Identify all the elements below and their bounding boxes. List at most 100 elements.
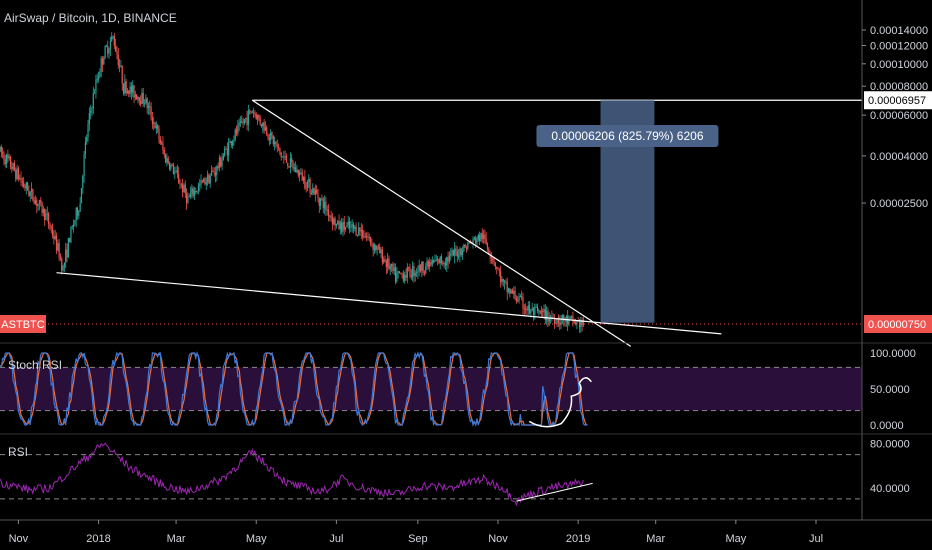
candle xyxy=(295,161,297,173)
candle-body xyxy=(57,243,59,251)
candle-body xyxy=(288,166,290,168)
candle xyxy=(128,90,130,98)
candle xyxy=(230,140,232,149)
candle-body xyxy=(239,121,242,123)
candle xyxy=(26,181,29,191)
candle-body xyxy=(338,220,340,230)
candle-body xyxy=(116,51,118,55)
candle xyxy=(209,173,211,188)
candle-body xyxy=(394,267,397,282)
candle xyxy=(326,205,328,216)
candle-body xyxy=(132,85,134,93)
candle xyxy=(460,248,462,258)
candle-body xyxy=(40,200,42,203)
candle-body xyxy=(431,260,433,265)
candle-body xyxy=(564,320,566,322)
candle xyxy=(440,253,443,265)
candle-body xyxy=(565,316,567,322)
candle xyxy=(490,252,493,264)
candle-body xyxy=(452,250,454,256)
candle xyxy=(581,317,583,332)
candle xyxy=(65,242,67,269)
candle xyxy=(535,303,537,308)
candle xyxy=(510,288,512,294)
candle-body xyxy=(321,198,323,200)
price-axis-label: 0.00012000 xyxy=(870,40,928,52)
candle-body xyxy=(284,156,286,158)
candle xyxy=(175,166,177,173)
candle-body xyxy=(325,201,327,211)
candle xyxy=(48,211,50,230)
candle xyxy=(422,261,424,276)
candle xyxy=(214,166,217,183)
candle-body xyxy=(112,36,114,38)
candle xyxy=(125,78,127,97)
candle-body xyxy=(392,264,394,271)
candle-body xyxy=(380,249,382,254)
candle xyxy=(86,134,88,145)
candle xyxy=(334,216,336,231)
candle xyxy=(409,263,411,279)
candle xyxy=(76,206,79,220)
candle xyxy=(320,197,322,210)
candle-body xyxy=(176,170,178,175)
candle-body xyxy=(335,223,337,226)
candle xyxy=(498,267,500,277)
candle xyxy=(412,261,414,282)
candle-body xyxy=(147,105,150,109)
candle-body xyxy=(323,201,326,209)
time-axis-label: Mar xyxy=(167,533,186,545)
candle xyxy=(104,44,106,60)
candle xyxy=(373,242,376,255)
candle xyxy=(75,206,77,228)
candle xyxy=(138,97,140,106)
candle-body xyxy=(569,316,571,319)
candle-body xyxy=(444,262,447,266)
candle xyxy=(292,159,294,172)
stoch-rsi-title: Stoch RSI xyxy=(8,358,62,372)
stoch-annotation-curve xyxy=(528,377,592,428)
candle xyxy=(33,196,35,205)
candle xyxy=(546,306,548,325)
candle xyxy=(493,257,495,267)
candle-body xyxy=(91,108,93,111)
candle-body xyxy=(217,166,219,169)
candle-body xyxy=(222,155,224,161)
candle-body xyxy=(55,235,58,251)
candle xyxy=(250,110,252,115)
candle xyxy=(0,144,2,158)
candle-body xyxy=(359,227,361,232)
candle-body xyxy=(418,264,420,272)
candle-body xyxy=(476,240,478,244)
resistance-price-badge-text: 0.00006957 xyxy=(868,95,926,107)
candle-body xyxy=(133,85,135,98)
candle xyxy=(96,73,98,84)
candle xyxy=(450,248,452,261)
candle xyxy=(451,247,453,257)
candle xyxy=(7,149,9,163)
candle-body xyxy=(7,154,9,159)
candle xyxy=(121,65,123,91)
candle-body xyxy=(538,310,540,312)
candle xyxy=(105,44,108,48)
candle-body xyxy=(285,156,288,163)
time-axis-label: Nov xyxy=(488,533,508,545)
candle xyxy=(376,245,378,256)
candle xyxy=(108,47,110,59)
candle xyxy=(57,239,59,252)
candle xyxy=(178,166,180,184)
rsi-title: RSI xyxy=(8,445,28,459)
candle-body xyxy=(104,46,106,58)
candle-body xyxy=(337,220,339,224)
candle-body xyxy=(341,222,343,232)
candle-body xyxy=(97,76,100,80)
candle-body xyxy=(506,282,508,292)
candle xyxy=(434,254,436,263)
candle-body xyxy=(71,226,73,228)
candle-body xyxy=(48,213,50,224)
price-axis-label: 0.00004000 xyxy=(870,151,928,163)
candle xyxy=(3,150,5,166)
time-axis-label: 2018 xyxy=(86,533,110,545)
candle-body xyxy=(231,141,234,146)
candle-body xyxy=(547,310,549,322)
